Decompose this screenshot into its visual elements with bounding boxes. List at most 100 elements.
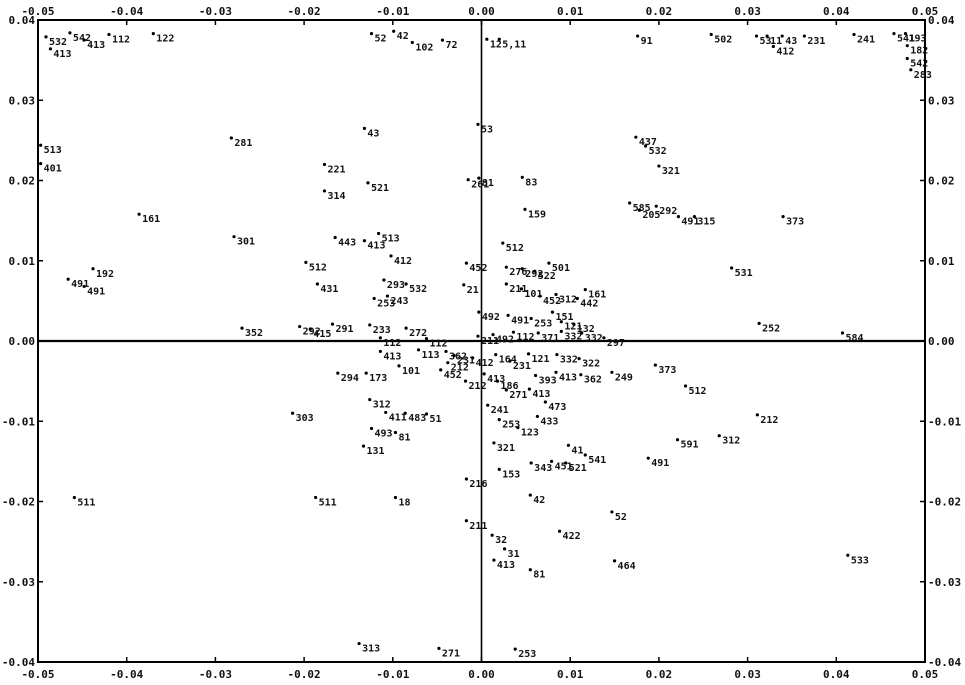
point-label: 322 xyxy=(582,359,600,370)
point-label: 52 xyxy=(375,34,387,45)
point-label: 451 xyxy=(555,461,573,472)
data-point xyxy=(523,207,527,211)
data-point xyxy=(612,559,617,563)
point-label: 362 xyxy=(449,351,467,362)
point-label: 415 xyxy=(313,329,331,340)
x-tick-label: 0.02 xyxy=(646,668,673,681)
point-label: 131 xyxy=(367,446,385,457)
data-point xyxy=(643,144,648,148)
point-label: 253 xyxy=(518,649,536,660)
point-label: 452 xyxy=(444,370,462,381)
x-tick-label: -0.03 xyxy=(199,5,232,18)
data-point xyxy=(404,282,408,286)
data-point xyxy=(492,441,496,445)
data-point xyxy=(765,34,769,38)
data-point xyxy=(384,410,388,415)
point-label: 121 xyxy=(532,354,550,365)
data-point xyxy=(636,34,640,38)
data-point xyxy=(39,162,43,166)
data-point xyxy=(583,453,587,457)
y-tick-label: 0.00 xyxy=(928,335,955,348)
x-tick-label: 0.02 xyxy=(646,5,673,18)
data-point xyxy=(290,411,295,415)
data-point xyxy=(364,371,368,375)
point-label: 352 xyxy=(245,328,263,339)
data-point xyxy=(424,336,429,341)
y-tick-label: 0.00 xyxy=(9,335,36,348)
data-point xyxy=(513,647,517,651)
data-point xyxy=(494,353,498,357)
point-label: 512 xyxy=(689,386,707,397)
data-point xyxy=(780,34,784,38)
data-point xyxy=(536,331,540,335)
data-point xyxy=(528,568,532,572)
data-point xyxy=(485,37,489,41)
data-point xyxy=(559,329,563,333)
data-point xyxy=(529,461,533,465)
point-label: 542 xyxy=(910,59,928,70)
point-label: 492 xyxy=(496,335,514,346)
data-point xyxy=(549,459,554,463)
data-point xyxy=(322,162,327,167)
data-point xyxy=(905,44,909,48)
point-label: 532 xyxy=(649,146,667,157)
point-label: 113 xyxy=(422,350,440,361)
data-point xyxy=(232,235,236,239)
point-label: 584 xyxy=(846,333,864,344)
data-point xyxy=(361,444,366,448)
data-point xyxy=(502,547,507,551)
point-label: 271 xyxy=(509,390,527,401)
data-point xyxy=(497,467,501,471)
point-label: 42 xyxy=(533,495,545,506)
point-label: 41 xyxy=(571,445,583,456)
data-point xyxy=(754,34,759,38)
point-label: 412 xyxy=(476,358,494,369)
data-point xyxy=(534,373,538,378)
data-point xyxy=(771,44,775,49)
data-point xyxy=(308,327,312,331)
point-label: 491 xyxy=(651,458,669,469)
x-tick-label: 0.05 xyxy=(912,5,939,18)
point-label: 521 xyxy=(371,183,389,194)
point-label: 491 xyxy=(71,279,89,290)
point-label: 72 xyxy=(445,40,457,51)
data-point xyxy=(66,277,70,281)
data-point xyxy=(575,296,579,301)
point-label: 464 xyxy=(618,561,636,572)
y-tick-label: -0.01 xyxy=(2,415,35,428)
data-point xyxy=(476,122,480,126)
point-label: 192 xyxy=(96,269,114,280)
point-label: 272 xyxy=(409,328,427,339)
data-point xyxy=(471,356,475,360)
point-label: 591 xyxy=(681,440,699,451)
data-point xyxy=(504,265,508,269)
point-label: 43 xyxy=(785,36,797,47)
data-point xyxy=(137,212,141,216)
point-label: 321 xyxy=(662,166,680,177)
point-label: 292 xyxy=(303,327,321,338)
data-point xyxy=(504,282,508,286)
y-tick-label: -0.03 xyxy=(2,576,35,589)
point-label: 314 xyxy=(328,191,346,202)
data-point xyxy=(802,34,806,38)
point-label: 343 xyxy=(534,463,552,474)
data-point xyxy=(580,331,584,335)
data-point xyxy=(107,32,111,37)
data-point xyxy=(392,29,396,33)
point-label: 443 xyxy=(338,237,356,248)
point-label: 303 xyxy=(296,413,314,424)
point-label: 433 xyxy=(540,416,558,427)
data-point xyxy=(846,553,850,557)
data-point xyxy=(446,361,450,365)
data-point xyxy=(304,260,308,264)
data-point xyxy=(519,287,524,291)
point-label: 293 xyxy=(387,280,405,291)
data-point xyxy=(905,56,909,61)
point-label: 164 xyxy=(499,355,517,366)
data-point xyxy=(730,266,734,270)
point-label: 362 xyxy=(584,375,602,386)
point-label: 51 xyxy=(430,414,442,425)
point-label: 532 xyxy=(49,37,67,48)
data-point xyxy=(757,321,761,325)
